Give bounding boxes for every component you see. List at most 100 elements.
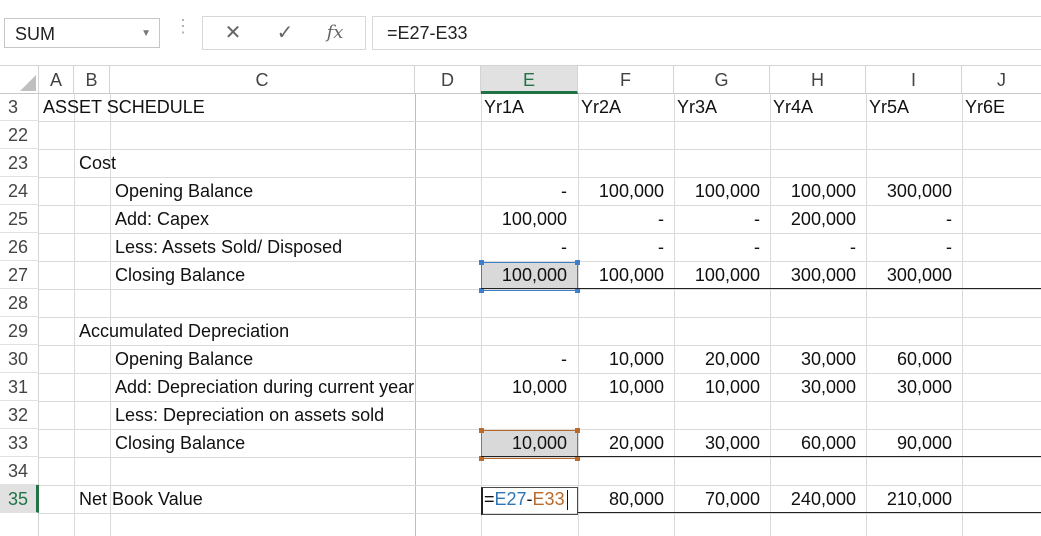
row-header-24[interactable]: 24 — [0, 177, 39, 205]
cell-e24[interactable]: - — [561, 181, 567, 201]
formula-input[interactable]: =E27-E33 — [372, 16, 1041, 50]
text-cursor — [566, 490, 568, 511]
cell-f25[interactable]: - — [658, 209, 664, 229]
row-header-35[interactable]: 35 — [0, 485, 39, 513]
column-header-c[interactable]: C — [110, 66, 415, 94]
cell-e25[interactable]: 100,000 — [501, 209, 567, 229]
cell-e27-reference-highlight[interactable] — [479, 260, 580, 293]
year-header-j: Yr6E — [965, 97, 1006, 117]
row-header-32[interactable]: 32 — [0, 401, 39, 429]
cell-e27[interactable]: 100,000 — [501, 265, 567, 285]
section-label-cost: Cost — [79, 153, 117, 173]
row-label: Opening Balance — [115, 181, 254, 201]
cell-g24[interactable]: 100,000 — [694, 181, 760, 201]
total-underline — [481, 456, 1041, 457]
cell-g33[interactable]: 30,000 — [704, 433, 760, 453]
cancel-icon[interactable]: ✕ — [224, 22, 242, 44]
cell-f31[interactable]: 10,000 — [608, 377, 664, 397]
insert-function-icon[interactable]: fx — [326, 22, 344, 43]
total-underline — [578, 512, 1041, 513]
cell-i31[interactable]: 30,000 — [896, 377, 952, 397]
cell-f27[interactable]: 100,000 — [598, 265, 664, 285]
column-divider — [415, 94, 416, 536]
enter-icon[interactable]: ✓ — [276, 22, 294, 44]
cell-f26[interactable]: - — [658, 237, 664, 257]
cell-h30[interactable]: 30,000 — [800, 349, 856, 369]
cell-h31[interactable]: 30,000 — [800, 377, 856, 397]
cell-e35-formula-edit[interactable]: =E27-E33 — [484, 489, 568, 511]
formula-bar-area: SUM ▼ ⋮ ✕ ✓ fx =E27-E33 — [0, 0, 1041, 66]
cell-i26[interactable]: - — [946, 237, 952, 257]
row-header-27[interactable]: 27 — [0, 261, 39, 289]
cell-f35[interactable]: 80,000 — [608, 489, 664, 509]
year-header-i: Yr5A — [869, 97, 910, 117]
row-header-25[interactable]: 25 — [0, 205, 39, 233]
cell-h35[interactable]: 240,000 — [790, 489, 856, 509]
row-label: Closing Balance — [115, 265, 246, 285]
name-box-value: SUM — [15, 24, 55, 44]
column-header-j[interactable]: J — [962, 66, 1041, 94]
cell-h24[interactable]: 100,000 — [790, 181, 856, 201]
cell-e26[interactable]: - — [561, 237, 567, 257]
cell-f33[interactable]: 20,000 — [608, 433, 664, 453]
cell-e33[interactable]: 10,000 — [511, 433, 567, 453]
row-header-3[interactable]: 3 — [0, 94, 39, 121]
column-header-a[interactable]: A — [39, 66, 74, 94]
cell-i30[interactable]: 60,000 — [896, 349, 952, 369]
cell-g25[interactable]: - — [754, 209, 760, 229]
section-label-accumulated-depreciation: Accumulated Depreciation — [79, 321, 290, 341]
column-header-f[interactable]: F — [578, 66, 674, 94]
column-header-d[interactable]: D — [415, 66, 481, 94]
row-header-28[interactable]: 28 — [0, 289, 39, 317]
cell-f30[interactable]: 10,000 — [608, 349, 664, 369]
row-header-33[interactable]: 33 — [0, 429, 39, 457]
row-header-34[interactable]: 34 — [0, 457, 39, 485]
name-box[interactable]: SUM ▼ — [4, 18, 160, 48]
cell-h25[interactable]: 200,000 — [790, 209, 856, 229]
row-header-26[interactable]: 26 — [0, 233, 39, 261]
row-header-31[interactable]: 31 — [0, 373, 39, 401]
formula-bar-grip-icon: ⋮ — [174, 16, 192, 36]
cell-i33[interactable]: 90,000 — [896, 433, 952, 453]
cell-g27[interactable]: 100,000 — [694, 265, 760, 285]
year-header-h: Yr4A — [773, 97, 814, 117]
row-label: Closing Balance — [115, 433, 246, 453]
year-header-f: Yr2A — [581, 97, 622, 117]
cell-h26[interactable]: - — [850, 237, 856, 257]
cell-g35[interactable]: 70,000 — [704, 489, 760, 509]
column-header-b[interactable]: B — [74, 66, 110, 94]
row-header-36[interactable] — [0, 513, 39, 536]
cell-i35[interactable]: 210,000 — [886, 489, 952, 509]
formula-buttons: ✕ ✓ fx — [202, 16, 366, 50]
row-label: Less: Depreciation on assets sold — [115, 405, 385, 425]
cell-i24[interactable]: 300,000 — [886, 181, 952, 201]
cell-g26[interactable]: - — [754, 237, 760, 257]
sheet-title: ASSET SCHEDULE — [43, 97, 205, 117]
row-header-30[interactable]: 30 — [0, 345, 39, 373]
row-label: Opening Balance — [115, 349, 254, 369]
row-label: Add: Capex — [115, 209, 210, 229]
select-all-corner[interactable] — [0, 66, 39, 94]
column-header-h[interactable]: H — [770, 66, 866, 94]
dropdown-caret-icon[interactable]: ▼ — [141, 28, 151, 39]
row-header-29[interactable]: 29 — [0, 317, 39, 345]
column-header-e[interactable]: E — [481, 66, 578, 94]
cell-i25[interactable]: - — [946, 209, 952, 229]
row-label: Add: Depreciation during current year — [115, 377, 415, 397]
row-header-22[interactable]: 22 — [0, 121, 39, 149]
cell-h27[interactable]: 300,000 — [790, 265, 856, 285]
cell-g30[interactable]: 20,000 — [704, 349, 760, 369]
cell-h33[interactable]: 60,000 — [800, 433, 856, 453]
row-header-23[interactable]: 23 — [0, 149, 39, 177]
cell-e31[interactable]: 10,000 — [511, 377, 567, 397]
cell-e33-reference-highlight[interactable] — [479, 428, 580, 461]
cell-e30[interactable]: - — [561, 349, 567, 369]
active-cell-e35[interactable] — [481, 487, 578, 515]
column-header-g[interactable]: G — [674, 66, 770, 94]
cell-f24[interactable]: 100,000 — [598, 181, 664, 201]
column-header-i[interactable]: I — [866, 66, 962, 94]
cell-i27[interactable]: 300,000 — [886, 265, 952, 285]
total-underline — [481, 288, 1041, 289]
cell-g31[interactable]: 10,000 — [704, 377, 760, 397]
row-label: Less: Assets Sold/ Disposed — [115, 237, 343, 257]
